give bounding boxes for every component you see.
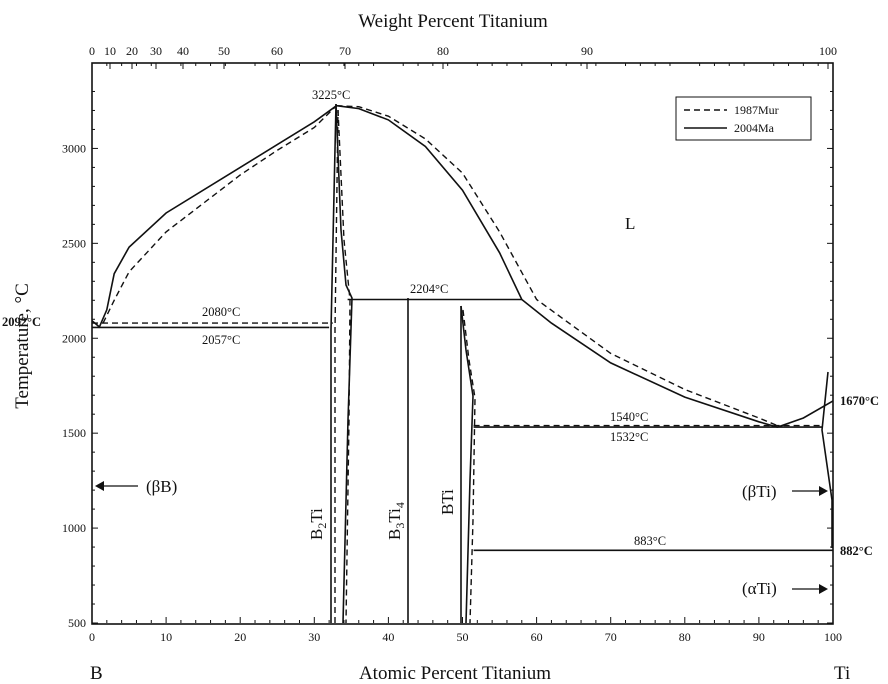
phase-label-b2ti: B2Ti — [307, 508, 329, 540]
y-tick-label: 1000 — [62, 521, 86, 535]
x-tick-label: 70 — [605, 630, 617, 644]
y-tick-label: 2000 — [62, 331, 86, 345]
temp-peritectic: 2204°C — [410, 282, 448, 296]
arrow-beta-titanium-head — [819, 486, 828, 496]
end-label-titanium: Ti — [834, 663, 850, 684]
arrow-alpha-titanium-head — [819, 584, 828, 594]
top-tick-label: 60 — [271, 44, 283, 58]
x-tick-label: 90 — [753, 630, 765, 644]
b2ti-left-boundary — [330, 103, 337, 623]
temp-eut-ti-2004: 1532°C — [610, 430, 648, 444]
y-axis-title: Temperature, °C — [12, 283, 33, 409]
top-tick-label: 70 — [339, 44, 351, 58]
region-liquid: L — [625, 214, 635, 233]
end-label-boron: B — [90, 663, 103, 684]
bti-dashed — [462, 309, 476, 624]
x-tick-label: 100 — [824, 630, 842, 644]
compound-lines — [330, 103, 833, 624]
top-tick-label: 30 — [150, 44, 162, 58]
legend-label-1987: 1987Mur — [734, 103, 779, 117]
top-tick-label: 100 — [819, 44, 837, 58]
x-tick-label: 40 — [382, 630, 394, 644]
dashed-liquidus-b-side — [102, 105, 337, 324]
x-tick-label: 0 — [89, 630, 95, 644]
x-tick-label: 20 — [234, 630, 246, 644]
plot-frame — [91, 62, 834, 625]
legend-box — [675, 96, 812, 141]
top-tick-label: 0 — [89, 44, 95, 58]
phase-boundaries — [91, 104, 834, 552]
compound-lines-dashed — [334, 109, 476, 624]
bottom-axis-title: Atomic Percent Titanium — [359, 663, 551, 684]
region-beta-titanium: (βTi) — [742, 482, 776, 501]
x-tick-label: 10 — [160, 630, 172, 644]
temp-ti-melt: 1670°C — [840, 394, 879, 408]
arrow-beta-boron-head — [95, 481, 104, 491]
temp-b-melt: 2092°C — [2, 315, 41, 329]
legend-label-2004: 2004Ma — [734, 121, 775, 135]
bti-right-boundary — [460, 305, 474, 624]
temp-eut-ti-1987: 1540°C — [610, 410, 648, 424]
solid-liquidus-b-side — [91, 105, 337, 329]
solid-liquidus-ti-side — [336, 104, 834, 428]
region-alpha-titanium: (αTi) — [742, 579, 777, 598]
top-tick-label: 50 — [218, 44, 230, 58]
top-tick-label: 80 — [437, 44, 449, 58]
x-tick-label: 50 — [457, 630, 469, 644]
b2ti-dashed-left — [334, 109, 339, 623]
top-axis-title: Weight Percent Titanium — [358, 11, 548, 32]
dashed-liquidus-ti-side — [336, 105, 778, 427]
phase-label-bti: BTi — [438, 489, 457, 515]
top-tick-label: 40 — [177, 44, 189, 58]
region-beta-boron: (βB) — [146, 477, 177, 496]
temp-eutectoid: 883°C — [634, 534, 666, 548]
x-tick-label: 30 — [308, 630, 320, 644]
y-tick-label: 3000 — [62, 141, 86, 155]
y-tick-label: 2500 — [62, 236, 86, 250]
top-tick-label: 90 — [581, 44, 593, 58]
ti-right-boundary — [821, 371, 833, 548]
y-tick-label: 1500 — [62, 426, 86, 440]
y-tick-label: 500 — [68, 616, 86, 630]
phase-label-b3ti4: B3Ti4 — [385, 502, 407, 540]
temp-eut-2004: 2057°C — [202, 333, 240, 347]
x-tick-label: 80 — [679, 630, 691, 644]
legend: 1987Mur 2004Ma — [675, 96, 812, 141]
top-tick-label: 20 — [126, 44, 138, 58]
top-tick-label: 10 — [104, 44, 116, 58]
b2ti-dashed-right — [337, 109, 351, 624]
temp-ti-transform: 882°C — [840, 544, 873, 558]
region-arrows — [95, 481, 828, 594]
x-tick-label: 60 — [531, 630, 543, 644]
temp-max: 3225°C — [312, 88, 350, 102]
axis-ticks: 0 10 20 30 40 50 60 70 80 90 100500100015002000250… — [62, 44, 842, 644]
temp-eut-1987: 2080°C — [202, 305, 240, 319]
